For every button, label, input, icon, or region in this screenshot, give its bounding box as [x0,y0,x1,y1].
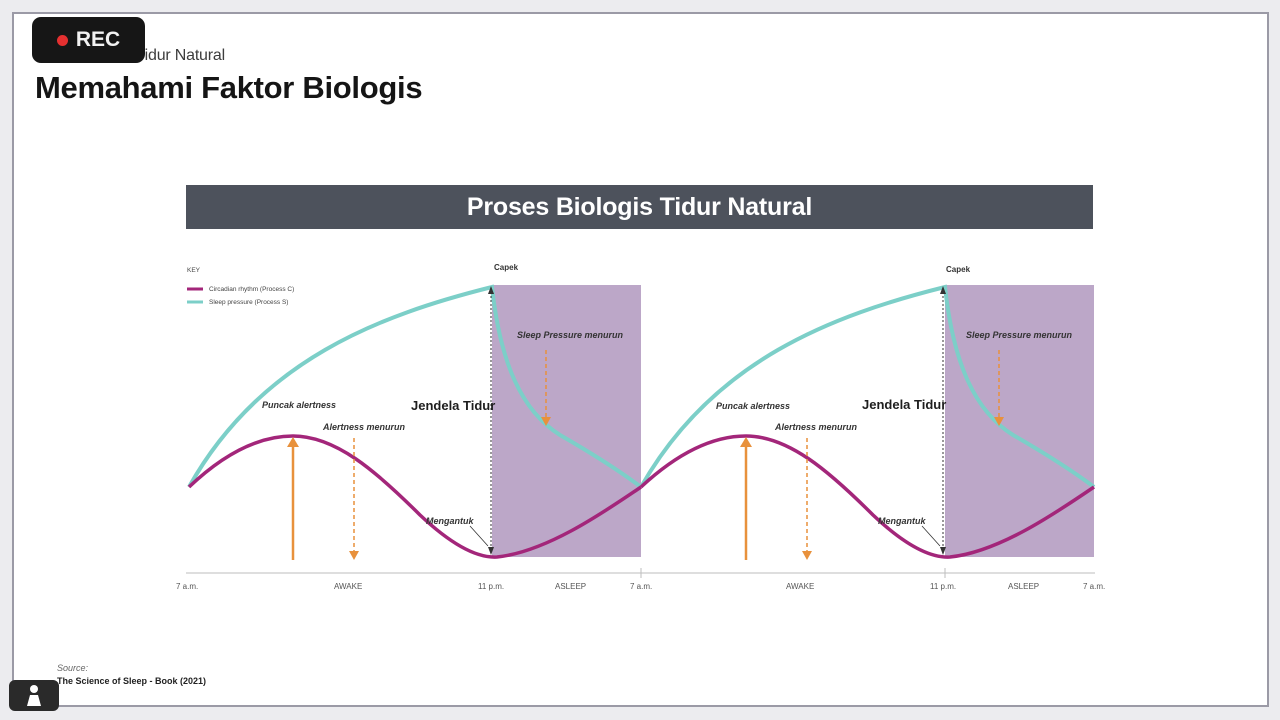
alert-peak-label-1: Puncak alertness [262,400,336,410]
rec-button[interactable]: REC [32,17,145,63]
source-label: Source: [57,663,89,673]
key-title: KEY [187,267,201,274]
sleep-window-label-1: Jendela Tidur [411,398,495,413]
presenter-icon[interactable] [9,680,59,711]
alert-down-label-2: Alertness menurun [774,422,858,432]
asleep-zone-1 [492,285,641,557]
window-arrow-up-2 [940,286,946,294]
alert-peak-arrowhead-2 [740,437,752,447]
circadian-curve-1 [187,434,642,559]
rec-label: REC [75,28,121,51]
alert-down-arrowhead-1 [349,551,359,560]
tick-start: 7 a.m. [176,582,198,591]
record-dot-icon [56,34,68,46]
tick-night-2: 11 p.m. [930,582,956,591]
tick-asleep-2: ASLEEP [1008,582,1039,591]
tick-asleep-1: ASLEEP [555,582,586,591]
pressure-down-label-1: Sleep Pressure menurun [517,330,624,340]
sleepy-leader-2 [921,525,941,547]
sleep-pressure-curve-1 [187,284,643,489]
diagram-banner: Proses Biologis Tidur Natural [186,185,1093,229]
sleepy-label-2: Mengantuk [878,516,926,526]
slide-title: Memahami Faktor Biologis [35,70,423,105]
sleep-pressure-curve-2 [639,284,1096,489]
pressure-down-arrowhead-1 [541,417,551,426]
tick-awake-1: AWAKE [334,582,362,591]
alert-peak-arrowhead-1 [287,437,299,447]
source-text: The Science of Sleep - Book (2021) [57,676,207,686]
alert-down-label-1: Alertness menurun [322,422,406,432]
tick-morning: 7 a.m. [630,582,652,591]
sleepy-leader-1 [469,525,489,547]
pressure-down-label-2: Sleep Pressure menurun [966,330,1073,340]
alert-peak-label-2: Puncak alertness [716,401,790,411]
circadian-curve-2 [639,434,1095,559]
window-arrow-up-1 [488,286,494,294]
window-arrow-down-1 [488,547,494,555]
asleep-zone-2 [945,285,1094,557]
key-pressure-label: Sleep pressure (Process S) [209,299,288,306]
key-circadian-label: Circadian rhythm (Process C) [209,286,294,293]
slide-subtitle: a Tidur Natural [123,47,225,64]
sleepy-label-1: Mengantuk [426,516,474,526]
window-arrow-down-2 [940,547,946,555]
person-icon [27,684,41,706]
tired-label-2: Capek [946,265,971,274]
tired-label-1: Capek [494,263,519,272]
alert-down-arrowhead-2 [802,551,812,560]
tick-night-1: 11 p.m. [478,582,504,591]
pressure-down-arrowhead-2 [994,417,1004,426]
sleep-window-label-2: Jendela Tidur [862,397,946,412]
tick-awake-2: AWAKE [786,582,814,591]
tick-end: 7 a.m. [1083,582,1105,591]
